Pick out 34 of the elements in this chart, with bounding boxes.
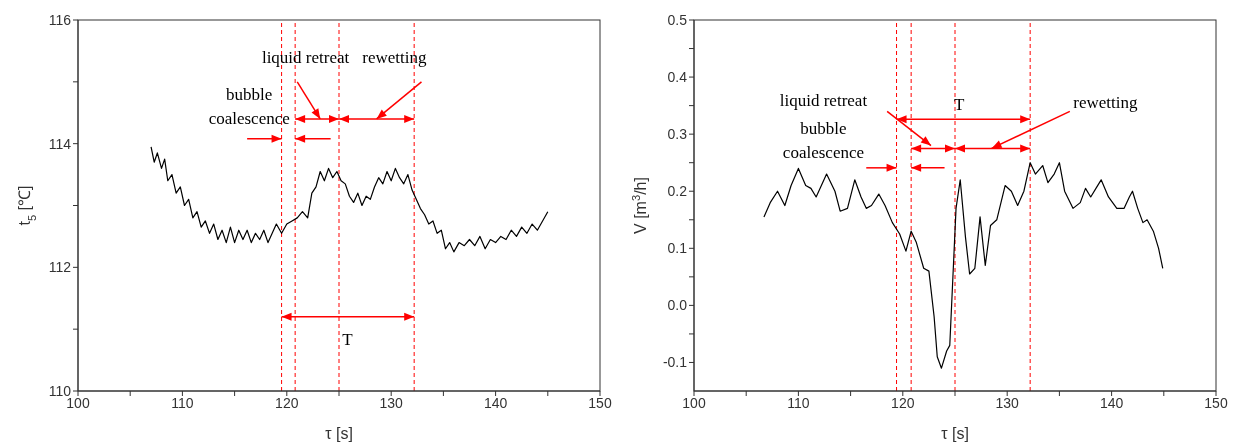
x-tick-label: 140 [1099, 394, 1124, 411]
y-tick-label: 0.2 [667, 183, 688, 200]
x-tick-label: 120 [275, 394, 299, 411]
line-series [763, 162, 1164, 369]
x-axis-title: τ [s] [941, 425, 969, 442]
x-axis-title: τ [s] [325, 425, 353, 442]
y-tick-label: -0.1 [662, 354, 688, 371]
y-tick-label: 114 [48, 135, 72, 152]
y-tick-label: 110 [48, 382, 72, 399]
x-tick-label: 110 [787, 394, 810, 411]
annotation: T [953, 94, 965, 114]
y-tick-label: 0.4 [667, 69, 688, 86]
annotation: T [342, 329, 354, 349]
annotation: rewetting [362, 48, 427, 68]
y-tick-label: 0.0 [667, 297, 688, 314]
x-tick-label: 120 [891, 394, 915, 411]
x-tick-label: 150 [588, 394, 612, 411]
annotation: liquid retreat [261, 48, 350, 68]
x-tick-label: 150 [1204, 394, 1228, 411]
y-tick-label: 112 [48, 259, 72, 276]
x-tick-label: 110 [171, 394, 194, 411]
x-tick-label: 100 [682, 394, 706, 411]
annotation: liquid retreat [779, 90, 868, 110]
x-tick-label: 140 [483, 394, 508, 411]
line-series [150, 146, 549, 253]
y-tick-label: 116 [48, 11, 72, 28]
y-tick-label: 0.3 [667, 126, 688, 143]
annotation: bubble coalescence [782, 119, 865, 163]
x-tick-label: 130 [379, 394, 404, 411]
annotation: rewetting [1073, 93, 1138, 113]
x-tick-label: 130 [995, 394, 1020, 411]
annotation: bubble coalescence [208, 85, 290, 129]
y-tick-label: 0.1 [667, 240, 688, 257]
y-tick-label: 0.5 [667, 11, 688, 28]
